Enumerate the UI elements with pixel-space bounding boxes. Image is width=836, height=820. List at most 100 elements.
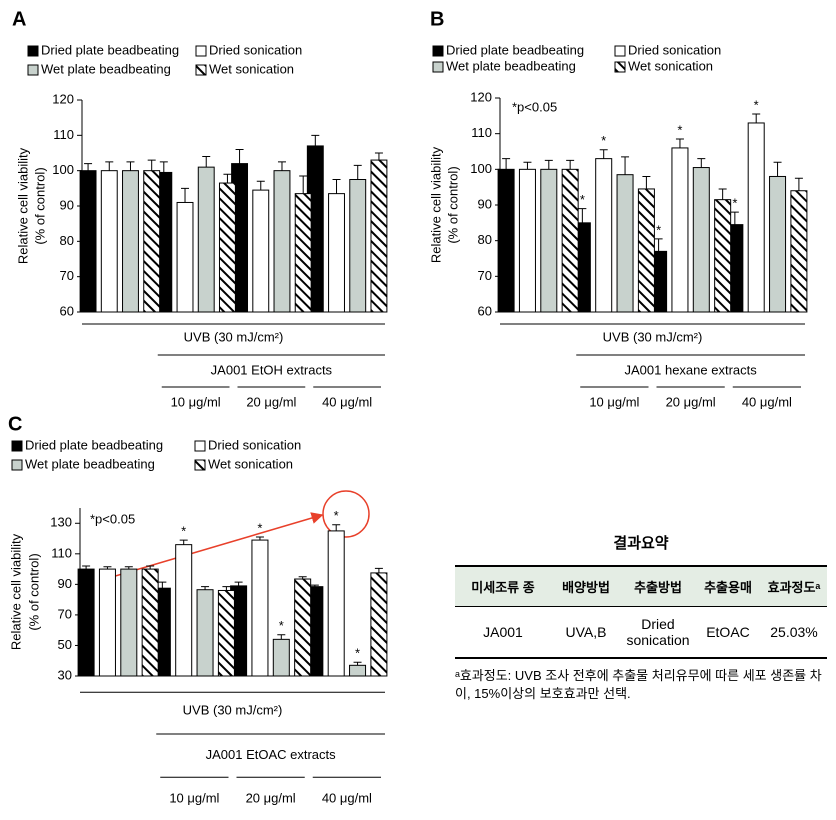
legend-swatch — [11, 459, 23, 471]
error-bar — [202, 156, 211, 168]
bar — [122, 170, 139, 313]
bar — [370, 159, 388, 313]
x-tick-label: 20 μg/ml — [246, 790, 296, 805]
table-header: 미세조류 종 — [455, 566, 551, 607]
bar — [175, 544, 193, 677]
bar — [79, 170, 97, 313]
error-bar — [222, 586, 231, 591]
bar — [714, 199, 732, 313]
bar — [349, 664, 367, 677]
bar — [561, 168, 579, 313]
y-axis-label: Relative cell viability — [428, 146, 443, 263]
bar — [616, 174, 634, 313]
error-bar — [201, 586, 210, 590]
bar — [273, 170, 291, 313]
x-tick-label: 40 μg/ml — [322, 790, 372, 805]
significance-marker: * — [677, 122, 682, 137]
table-cell: Dried sonication — [626, 616, 690, 648]
legend-swatch — [27, 45, 39, 57]
bar — [294, 193, 312, 313]
significance-marker: * — [580, 192, 585, 207]
x-tick-label: 20 μg/ml — [246, 394, 296, 409]
p-value-note: *p<0.05 — [512, 99, 557, 114]
bar — [217, 589, 235, 677]
y-tick-label: 120 — [470, 89, 492, 104]
y-tick-label: 120 — [52, 91, 74, 106]
summary-table: 미세조류 종 배양방법 추출방법 추출용매 효과정도ᵃ JA001 UVA,B … — [455, 565, 827, 659]
x-tick-label: 20 μg/ml — [666, 394, 716, 409]
p-value-note: *p<0.05 — [90, 511, 135, 526]
error-bar — [502, 158, 511, 170]
bar — [370, 572, 388, 677]
bar — [692, 167, 710, 313]
bar — [595, 158, 613, 313]
x-tick-label: 10 μg/ml — [171, 394, 221, 409]
error-bar — [256, 180, 265, 191]
bar — [143, 170, 161, 313]
error-bar — [277, 634, 286, 640]
bar — [272, 638, 290, 677]
error-bar — [234, 581, 243, 586]
legend-swatch — [614, 61, 626, 73]
error-bar — [124, 566, 133, 570]
legend-label: Wet sonication — [628, 58, 713, 73]
error-bar — [675, 138, 684, 148]
bar — [327, 530, 345, 677]
legend-label: Wet plate beadbeating — [41, 61, 171, 76]
significance-marker: * — [732, 196, 737, 211]
significance-marker: * — [355, 646, 360, 661]
panel-label: C — [8, 413, 22, 435]
table-title: 결과요약 — [613, 535, 669, 552]
y-tick-label: 70 — [60, 268, 74, 283]
y-tick-label: 70 — [58, 606, 72, 621]
bar — [141, 568, 159, 677]
legend-label: Dried sonication — [208, 437, 301, 452]
error-bar — [235, 148, 244, 164]
legend-label: Wet sonication — [208, 456, 293, 471]
error-bar — [374, 152, 383, 161]
bar — [328, 193, 345, 313]
legend-swatch — [11, 440, 23, 452]
legend-swatch — [195, 64, 207, 76]
y-tick-label: 110 — [51, 545, 72, 560]
bar — [637, 188, 655, 313]
x-tick-label: 40 μg/ml — [742, 394, 792, 409]
error-bar — [642, 175, 651, 189]
bar — [100, 170, 118, 313]
panel-label: A — [12, 8, 26, 30]
bar — [540, 168, 558, 313]
error-bar — [544, 159, 553, 170]
highlight-circle — [322, 490, 370, 538]
y-tick-label: 90 — [478, 196, 492, 211]
extract-label: JA001 hexane extracts — [625, 362, 758, 377]
y-tick-label: 80 — [60, 233, 74, 248]
table-cell: 25.03% — [770, 624, 818, 640]
table-header: 배양방법 — [551, 566, 621, 607]
x-tick-label: 10 μg/ml — [589, 394, 639, 409]
error-bar — [126, 161, 135, 171]
bar — [747, 122, 765, 313]
treatment-label: UVB (30 mJ/cm²) — [603, 329, 703, 344]
bar — [294, 578, 312, 677]
y-tick-label: 130 — [50, 515, 72, 530]
error-bar — [566, 159, 575, 170]
legend-swatch — [194, 440, 206, 452]
significance-marker: * — [334, 508, 339, 523]
y-tick-label: 80 — [478, 232, 492, 247]
bar — [77, 568, 95, 677]
error-bar — [654, 238, 663, 252]
y-tick-label: 100 — [52, 162, 74, 177]
error-bar — [82, 565, 91, 570]
error-bar — [181, 187, 190, 203]
table-cell: JA001 — [483, 624, 523, 640]
significance-marker: * — [656, 222, 661, 237]
error-bar — [353, 164, 362, 180]
error-bar — [730, 211, 739, 225]
treatment-label: UVB (30 mJ/cm²) — [184, 329, 284, 344]
significance-marker: * — [754, 97, 759, 112]
legend-swatch — [27, 64, 39, 76]
error-bar — [179, 539, 188, 545]
bar — [196, 589, 214, 677]
extract-label: JA001 EtOAC extracts — [206, 747, 337, 762]
